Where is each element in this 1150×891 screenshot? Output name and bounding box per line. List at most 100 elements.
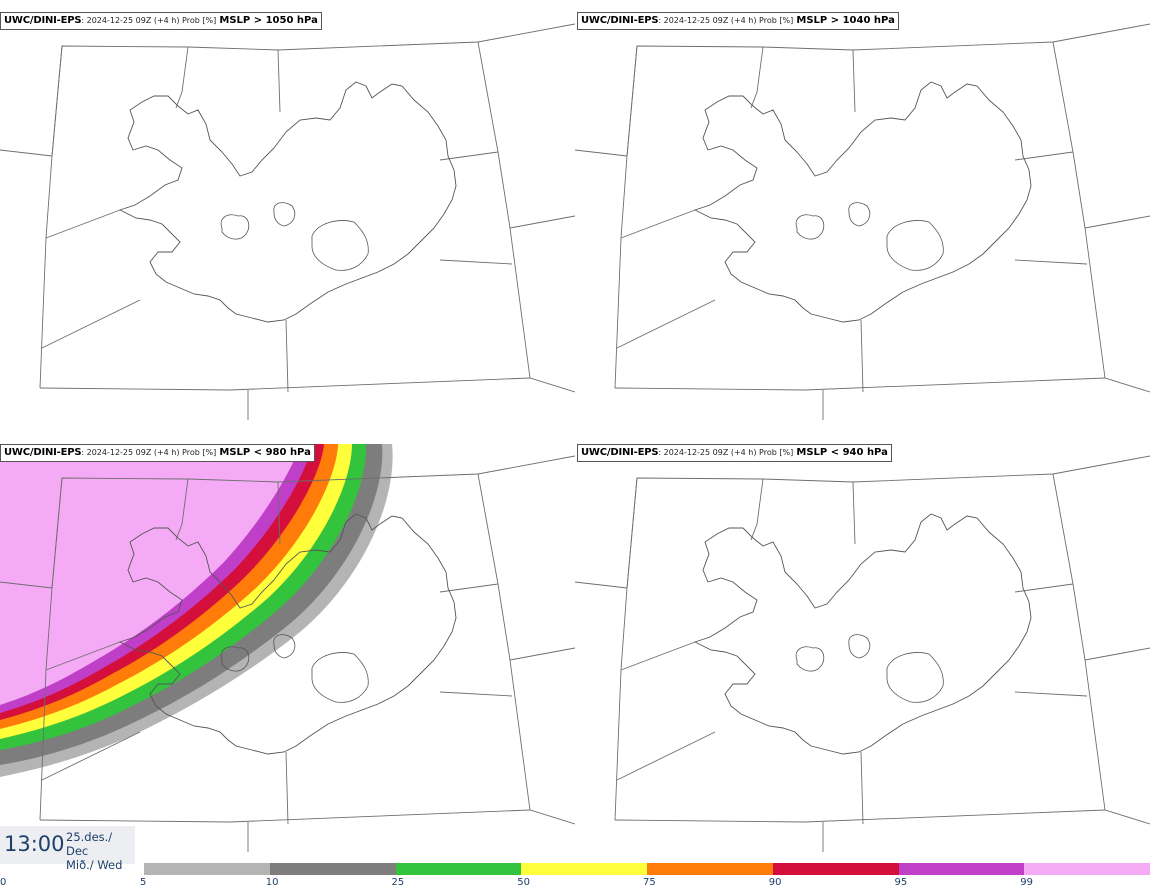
glacier-outline [886, 220, 944, 271]
region-boundary [1014, 259, 1088, 265]
map-panel-mslp-gt-1040: UWC/DINI-EPS: 2024-12-25 09Z (+4 h) Prob… [575, 0, 1150, 432]
region-boundary [39, 809, 575, 825]
run-info: : 2024-12-25 09Z (+4 h) Prob [%] [81, 448, 217, 457]
region-boundary [1084, 659, 1106, 811]
legend-tick-label: 95 [894, 877, 908, 888]
basemap [575, 455, 1150, 852]
legend-ticks: 0 5 10 25 50 75 90 95 99 [0, 877, 1150, 891]
basemap [0, 455, 575, 852]
valid-date-line2: Mið./ Wed [66, 858, 123, 872]
legend-tick-label: 99 [1020, 877, 1033, 888]
parameter-label: MSLP < 980 hPa [219, 447, 311, 458]
map-panel-mslp-lt-940: UWC/DINI-EPS: 2024-12-25 09Z (+4 h) Prob… [575, 432, 1150, 864]
region-boundary [39, 377, 575, 393]
region-boundary [509, 215, 575, 229]
legend-tick-label: 25 [391, 877, 405, 888]
glacier-outline [273, 634, 296, 659]
region-boundary [51, 23, 575, 157]
region-boundary [1052, 41, 1086, 229]
legend-tick-label: 5 [140, 877, 147, 888]
glacier-outline [311, 220, 369, 271]
legend-swatch [521, 863, 647, 875]
region-boundary [575, 581, 628, 589]
region-boundary [616, 299, 716, 349]
region-boundary [175, 478, 189, 541]
region-boundary [45, 641, 121, 671]
region-boundary [860, 751, 864, 825]
legend-swatch [144, 863, 270, 875]
legend-tick-label: 50 [517, 877, 530, 888]
legend-swatch [1024, 863, 1150, 875]
region-boundary [45, 209, 121, 239]
region-boundary [41, 299, 141, 349]
legend-tick-label: 90 [768, 877, 782, 888]
model-name: UWC/DINI-EPS [581, 15, 659, 26]
region-boundary [277, 481, 281, 545]
glacier-outline [311, 652, 369, 703]
model-name: UWC/DINI-EPS [4, 15, 82, 26]
region-boundary [509, 227, 531, 379]
region-boundary [614, 45, 638, 389]
basemap [0, 23, 575, 420]
model-name: UWC/DINI-EPS [4, 447, 82, 458]
legend-tick-label: 75 [643, 877, 656, 888]
glacier-outline [273, 202, 296, 227]
region-boundary [285, 319, 289, 393]
region-boundary [39, 477, 63, 821]
region-boundary [1014, 691, 1088, 697]
region-boundary [439, 583, 499, 593]
legend-swatch [647, 863, 773, 875]
region-boundary [616, 731, 716, 781]
region-boundary [1014, 583, 1074, 593]
region-boundary [626, 455, 1150, 589]
glacier-outline [220, 646, 250, 672]
region-boundary [860, 319, 864, 393]
legend-tick-label: 0 [0, 877, 7, 888]
region-boundary [626, 23, 1150, 157]
region-boundary [285, 751, 289, 825]
coastline [693, 513, 1032, 755]
region-boundary [1052, 473, 1086, 661]
probability-shading [0, 444, 393, 777]
map-panel-mslp-lt-980: UWC/DINI-EPS: 2024-12-25 09Z (+4 h) Prob… [0, 432, 575, 864]
region-boundary [1084, 647, 1150, 661]
parameter-label: MSLP > 1050 hPa [219, 15, 318, 26]
region-boundary [39, 45, 63, 389]
model-name: UWC/DINI-EPS [581, 447, 659, 458]
map-canvas [575, 23, 1150, 420]
panel-title: UWC/DINI-EPS: 2024-12-25 09Z (+4 h) Prob… [0, 444, 315, 462]
legend-swatch [898, 863, 1025, 875]
region-boundary [750, 478, 764, 541]
valid-date-line1: 25.des./ Dec [66, 830, 113, 858]
glacier-outline [795, 646, 825, 672]
glacier-outline [220, 214, 250, 240]
region-boundary [277, 49, 281, 113]
region-boundary [575, 149, 628, 157]
glacier-outline [886, 652, 944, 703]
region-boundary [620, 209, 696, 239]
legend-swatch [395, 863, 522, 875]
region-boundary [41, 731, 141, 781]
legend-tick-label: 10 [265, 877, 279, 888]
coastline [118, 81, 457, 323]
region-boundary [0, 581, 53, 589]
legend-swatch [772, 863, 899, 875]
panel-title: UWC/DINI-EPS: 2024-12-25 09Z (+4 h) Prob… [577, 444, 892, 462]
region-boundary [852, 49, 856, 113]
region-boundary [852, 481, 856, 545]
region-boundary [1084, 227, 1106, 379]
region-boundary [614, 477, 638, 821]
map-canvas [0, 23, 575, 420]
panel-title: UWC/DINI-EPS: 2024-12-25 09Z (+4 h) Prob… [0, 12, 322, 30]
run-info: : 2024-12-25 09Z (+4 h) Prob [%] [81, 16, 217, 25]
run-info: : 2024-12-25 09Z (+4 h) Prob [%] [658, 448, 794, 457]
region-boundary [620, 641, 696, 671]
legend-swatch [269, 863, 396, 875]
region-boundary [1084, 215, 1150, 229]
coastline [118, 513, 457, 755]
color-legend [144, 863, 1150, 875]
region-boundary [509, 647, 575, 661]
region-boundary [750, 46, 764, 109]
run-info: : 2024-12-25 09Z (+4 h) Prob [%] [658, 16, 794, 25]
glacier-outline [848, 202, 871, 227]
